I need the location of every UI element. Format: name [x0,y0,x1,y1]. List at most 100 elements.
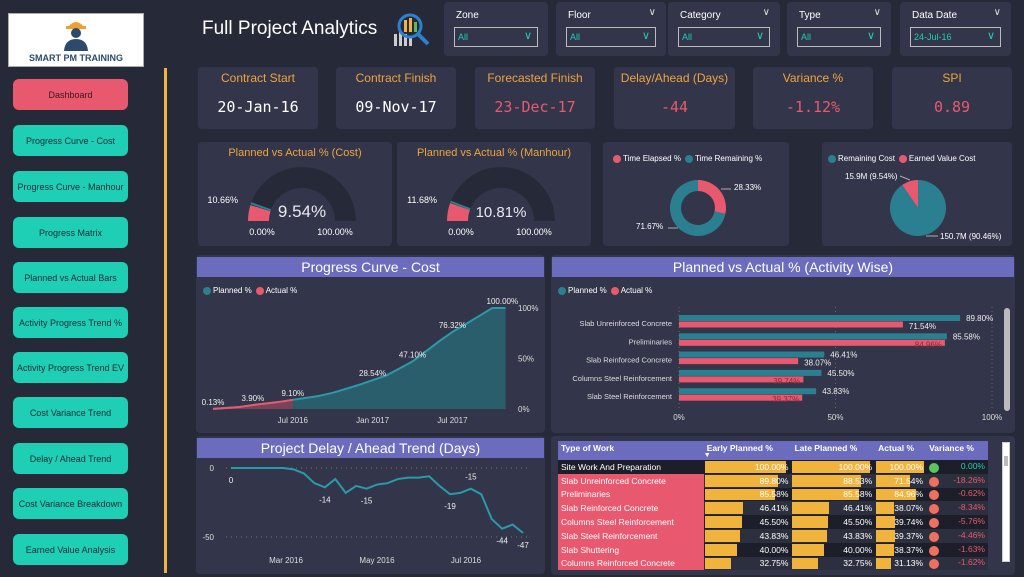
cost-pie-card: Remaining Cost Earned Value Cost 15.9M (… [822,142,1012,246]
remaining-slice [890,180,946,236]
activity-bars-panel: Planned vs Actual % (Activity Wise) Plan… [551,255,1015,433]
data-label: -15 [465,473,477,482]
sidebar-item-label: Dashboard [48,89,93,100]
legend-actual: Actual % [255,286,297,295]
sidebar-item-7[interactable]: Cost Variance Trend [13,397,128,428]
slicer-dropdown[interactable]: All ∨ [566,27,656,47]
slicer-dropdown[interactable]: 24-Jul-16 ∨ [910,27,1001,47]
kpi-value: -44 [660,98,689,116]
variance-cell: -1.62% [926,556,988,571]
sort-desc-icon[interactable]: ▼ [703,452,711,459]
actual-bar [679,394,803,401]
bar-cell: 88.53% [791,473,876,488]
legend-remaining-cost: Remaining Cost [828,154,895,163]
type-of-work-cell: Slab Shuttering [558,542,704,557]
gauge-max-label: 100.00% [317,227,353,237]
chevron-down-icon[interactable]: ∨ [762,7,770,18]
table-row[interactable]: Slab Steel Reinforcement 43.83% 43.83% 39.3… [558,528,988,543]
activity-table: Type of Work Early Planned % ▼ Late Planned… [558,441,988,571]
table-row[interactable]: Site Work And Preparation 100.00% 100.00% 1… [558,460,988,474]
data-label: 100.00% [487,297,519,306]
slicer-dropdown[interactable]: All ∨ [678,27,770,47]
sidebar-item-8[interactable]: Delay / Ahead Trend [13,443,128,474]
sidebar-item-9[interactable]: Cost Variance Breakdown [13,488,128,519]
actual-bar [679,339,945,346]
column-header[interactable]: Type of Work [558,441,704,460]
sidebar-item-label: Delay / Ahead Trend [29,453,112,464]
status-indicator-icon [929,559,940,570]
column-header[interactable]: Early Planned % ▼ [703,441,792,460]
bar-cell: 100.00% [703,460,792,474]
progress-curve-title: Progress Curve - Cost [197,257,544,277]
table-row[interactable]: Columns Steel Reinforcement 45.50% 45.50% 3… [558,515,988,529]
gauge-value: 9.54% [278,202,326,221]
gauge-fill [248,205,271,221]
column-header[interactable]: Actual % [875,441,927,460]
bar-cell: 45.50% [703,515,792,529]
smart-pm-logo: SMART PM TRAINING [8,13,144,67]
status-indicator-icon [929,504,940,515]
chevron-down-icon[interactable]: ∨ [993,7,1001,18]
table-row[interactable]: Slab Reinforced Concrete 46.41% 46.41% 38.0… [558,501,988,516]
planned-value-label: 89.80% [966,314,993,323]
y-tick-label: 50% [518,355,534,364]
chevron-down-icon: ∨ [523,30,532,42]
kpi-label: Contract Start [220,71,296,85]
chevron-down-icon[interactable]: ∨ [873,7,881,18]
slicer-value: All [801,32,812,42]
sidebar-item-label: Activity Progress Trend % [18,317,123,328]
elapsed-label: 28.33% [734,183,762,192]
status-indicator-icon [929,518,940,529]
bar-cell: 38.37% [875,542,927,557]
sidebar-item-0[interactable]: Dashboard [13,79,128,110]
gauge-target-marker [450,200,471,211]
planned-area [213,308,506,409]
cost-pie-chart [890,175,946,237]
variance-cell: -4.46% [926,528,988,543]
chevron-down-icon: ∨ [986,30,995,42]
variance-cell: -1.63% [926,542,988,557]
sidebar-item-2[interactable]: Progress Curve - Manhour [13,171,128,202]
table-row[interactable]: Columns Reinforced Concrete 32.75% 32.75% 3… [558,556,988,571]
data-label: 76.32% [439,321,466,330]
bar-cell: 38.07% [875,501,927,516]
analytics-magnifier-icon [394,13,430,46]
sidebar-item-3[interactable]: Progress Matrix [13,217,128,248]
sidebar-item-1[interactable]: Progress Curve - Cost [13,125,128,156]
table-row[interactable]: Slab Shuttering 40.00% 40.00% 38.37% -1.63% [558,542,988,557]
chart-scrollbar[interactable] [1004,308,1010,411]
slicer-label: Floor [568,10,591,21]
legend-earned-value: Earned Value Cost [898,154,975,163]
x-tick-label: Jan 2017 [356,416,389,425]
category-label: Columns Steel Reinforcement [572,374,673,383]
gauge-min-label: 0.00% [249,227,275,237]
kpi-card: SPI 0.89 [892,67,1012,129]
type-of-work-cell: Preliminaries [558,487,704,502]
gauge-fill [447,203,470,221]
slicer-type: Type ∨ All ∨ [787,2,891,56]
type-of-work-cell: Slab Unreinforced Concrete [558,473,704,488]
slicer-dropdown[interactable]: All ∨ [797,27,881,47]
planned-value-label: 43.83% [822,387,849,396]
activity-bar-chart: 0% 50% 100% Slab Unreinforced Concrete 89.80… [572,307,1002,422]
column-header[interactable]: Late Planned % [791,441,876,460]
sidebar-item-10[interactable]: Earned Value Analysis [13,534,128,565]
leader-line [899,175,911,181]
chevron-down-icon[interactable]: ∨ [648,7,656,18]
sidebar-item-5[interactable]: Activity Progress Trend % [13,307,128,338]
sidebar-item-4[interactable]: Planned vs Actual Bars [13,262,128,293]
column-header[interactable]: Variance % [926,441,988,460]
slicer-label: Zone [456,10,479,21]
table-scrollbar[interactable] [1002,442,1010,562]
x-tick-label: Jul 2017 [437,416,468,425]
y-tick-label: 100% [518,304,538,313]
table-row[interactable]: Slab Unreinforced Concrete 89.80% 88.53% 71… [558,473,988,488]
category-label: Preliminaries [629,337,673,346]
logo-text: SMART PM TRAINING [29,53,123,63]
sidebar-item-6[interactable]: Activity Progress Trend EV [13,352,128,383]
variance-cell: -18.26% [926,473,988,488]
slicer-value: All [570,32,581,42]
table-row[interactable]: Preliminaries 85.58% 85.58% 84.96% -0.62% [558,487,988,502]
slicer-dropdown[interactable]: All ∨ [454,27,538,47]
x-tick-label: Jul 2016 [451,556,482,565]
